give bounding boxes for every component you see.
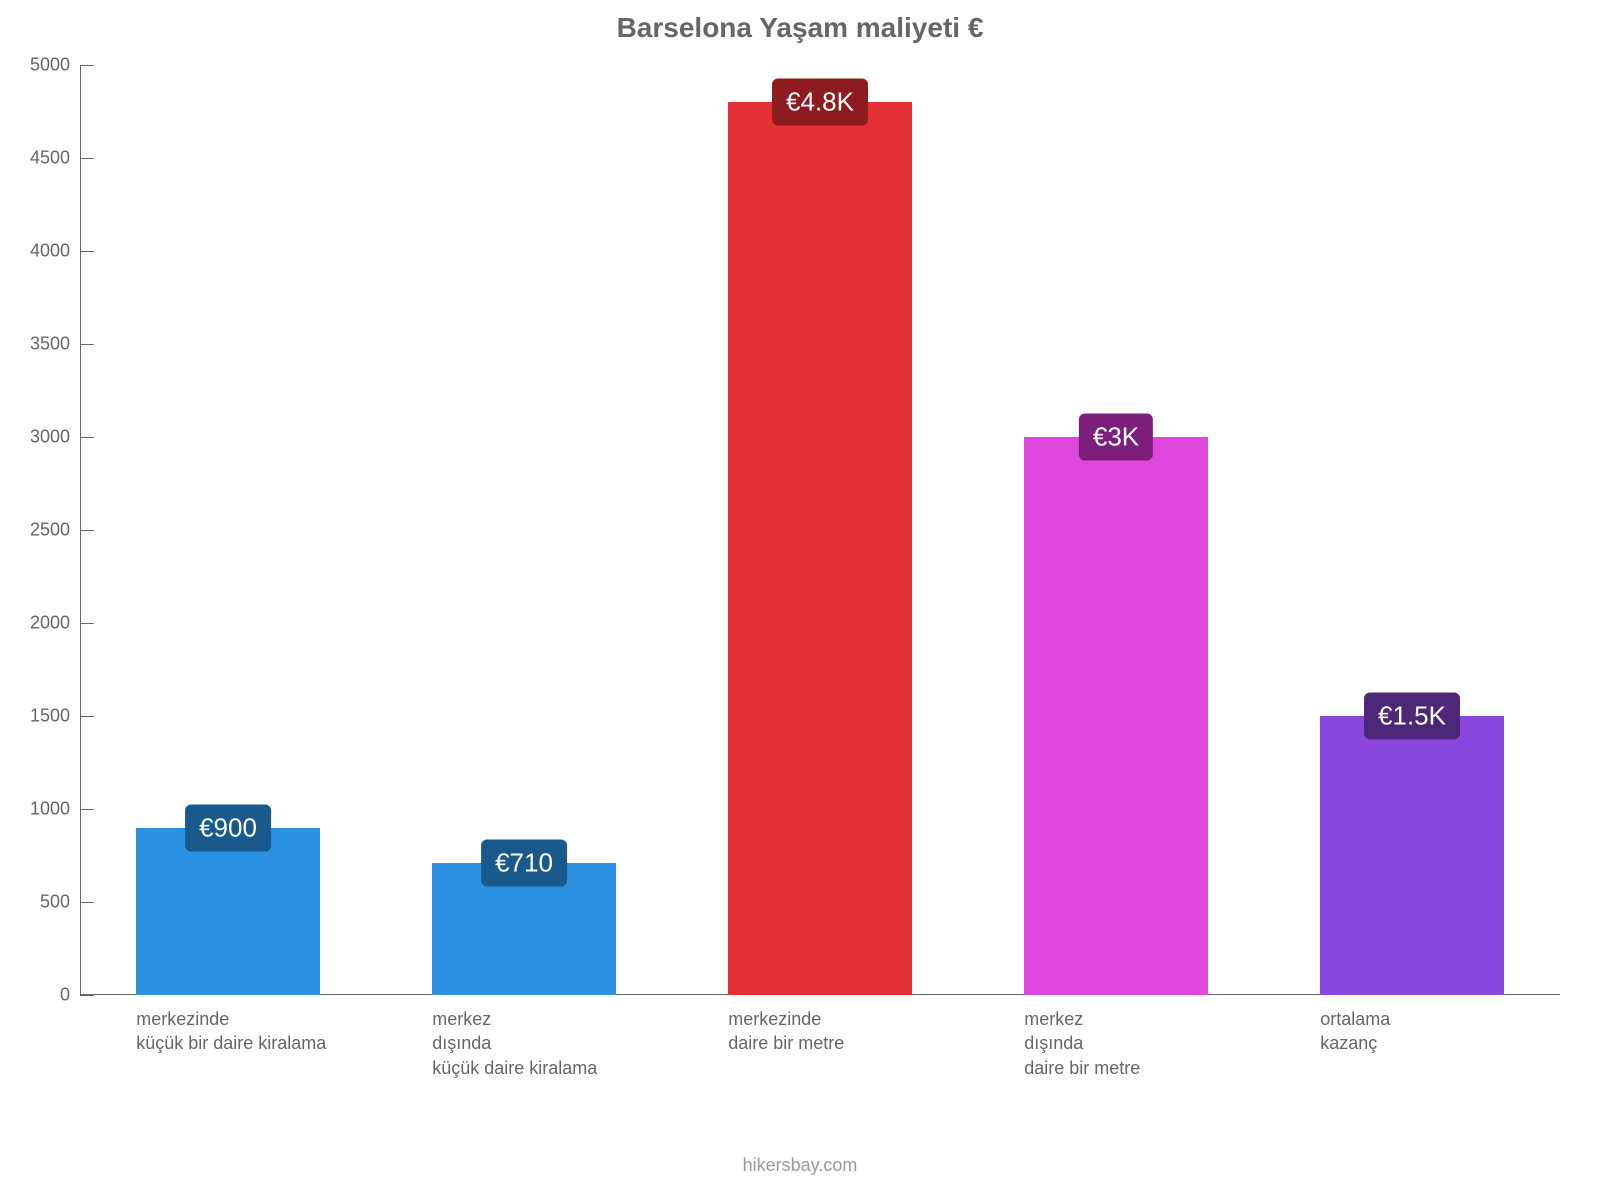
y-tick — [80, 65, 94, 66]
y-tick — [80, 809, 94, 810]
y-tick-label: 3000 — [30, 427, 80, 448]
y-tick-label: 2000 — [30, 613, 80, 634]
chart-title: Barselona Yaşam maliyeti € — [0, 12, 1600, 44]
y-tick-label: 3500 — [30, 334, 80, 355]
y-tick — [80, 716, 94, 717]
bar-value-label: €3K — [1079, 414, 1153, 461]
footer-credit: hikersbay.com — [0, 1155, 1600, 1176]
y-tick — [80, 344, 94, 345]
y-tick-label: 5000 — [30, 55, 80, 76]
y-tick-label: 1000 — [30, 799, 80, 820]
y-tick-label: 4000 — [30, 241, 80, 262]
bar — [1320, 716, 1504, 995]
y-tick — [80, 623, 94, 624]
x-tick-label: ortalama kazanç — [1320, 995, 1544, 1056]
y-tick — [80, 902, 94, 903]
x-tick-label: merkezinde küçük bir daire kiralama — [136, 995, 360, 1056]
bar-value-label: €710 — [481, 839, 567, 886]
y-tick-label: 1500 — [30, 706, 80, 727]
y-tick — [80, 158, 94, 159]
bar — [1024, 437, 1208, 995]
y-tick — [80, 530, 94, 531]
y-tick — [80, 437, 94, 438]
bar-value-label: €4.8K — [772, 79, 868, 126]
y-tick-label: 500 — [40, 892, 80, 913]
chart-container: Barselona Yaşam maliyeti € 0500100015002… — [0, 0, 1600, 1200]
y-tick-label: 2500 — [30, 520, 80, 541]
x-tick-label: merkez dışında daire bir metre — [1024, 995, 1248, 1080]
x-tick-label: merkez dışında küçük daire kiralama — [432, 995, 656, 1080]
bar-value-label: €900 — [185, 804, 271, 851]
y-tick — [80, 251, 94, 252]
y-tick — [80, 995, 94, 996]
bar — [728, 102, 912, 995]
x-tick-label: merkezinde daire bir metre — [728, 995, 952, 1056]
bar — [136, 828, 320, 995]
bar-value-label: €1.5K — [1364, 693, 1460, 740]
y-tick-label: 4500 — [30, 148, 80, 169]
y-tick-label: 0 — [60, 985, 80, 1006]
plot-area: 0500100015002000250030003500400045005000… — [80, 65, 1560, 995]
